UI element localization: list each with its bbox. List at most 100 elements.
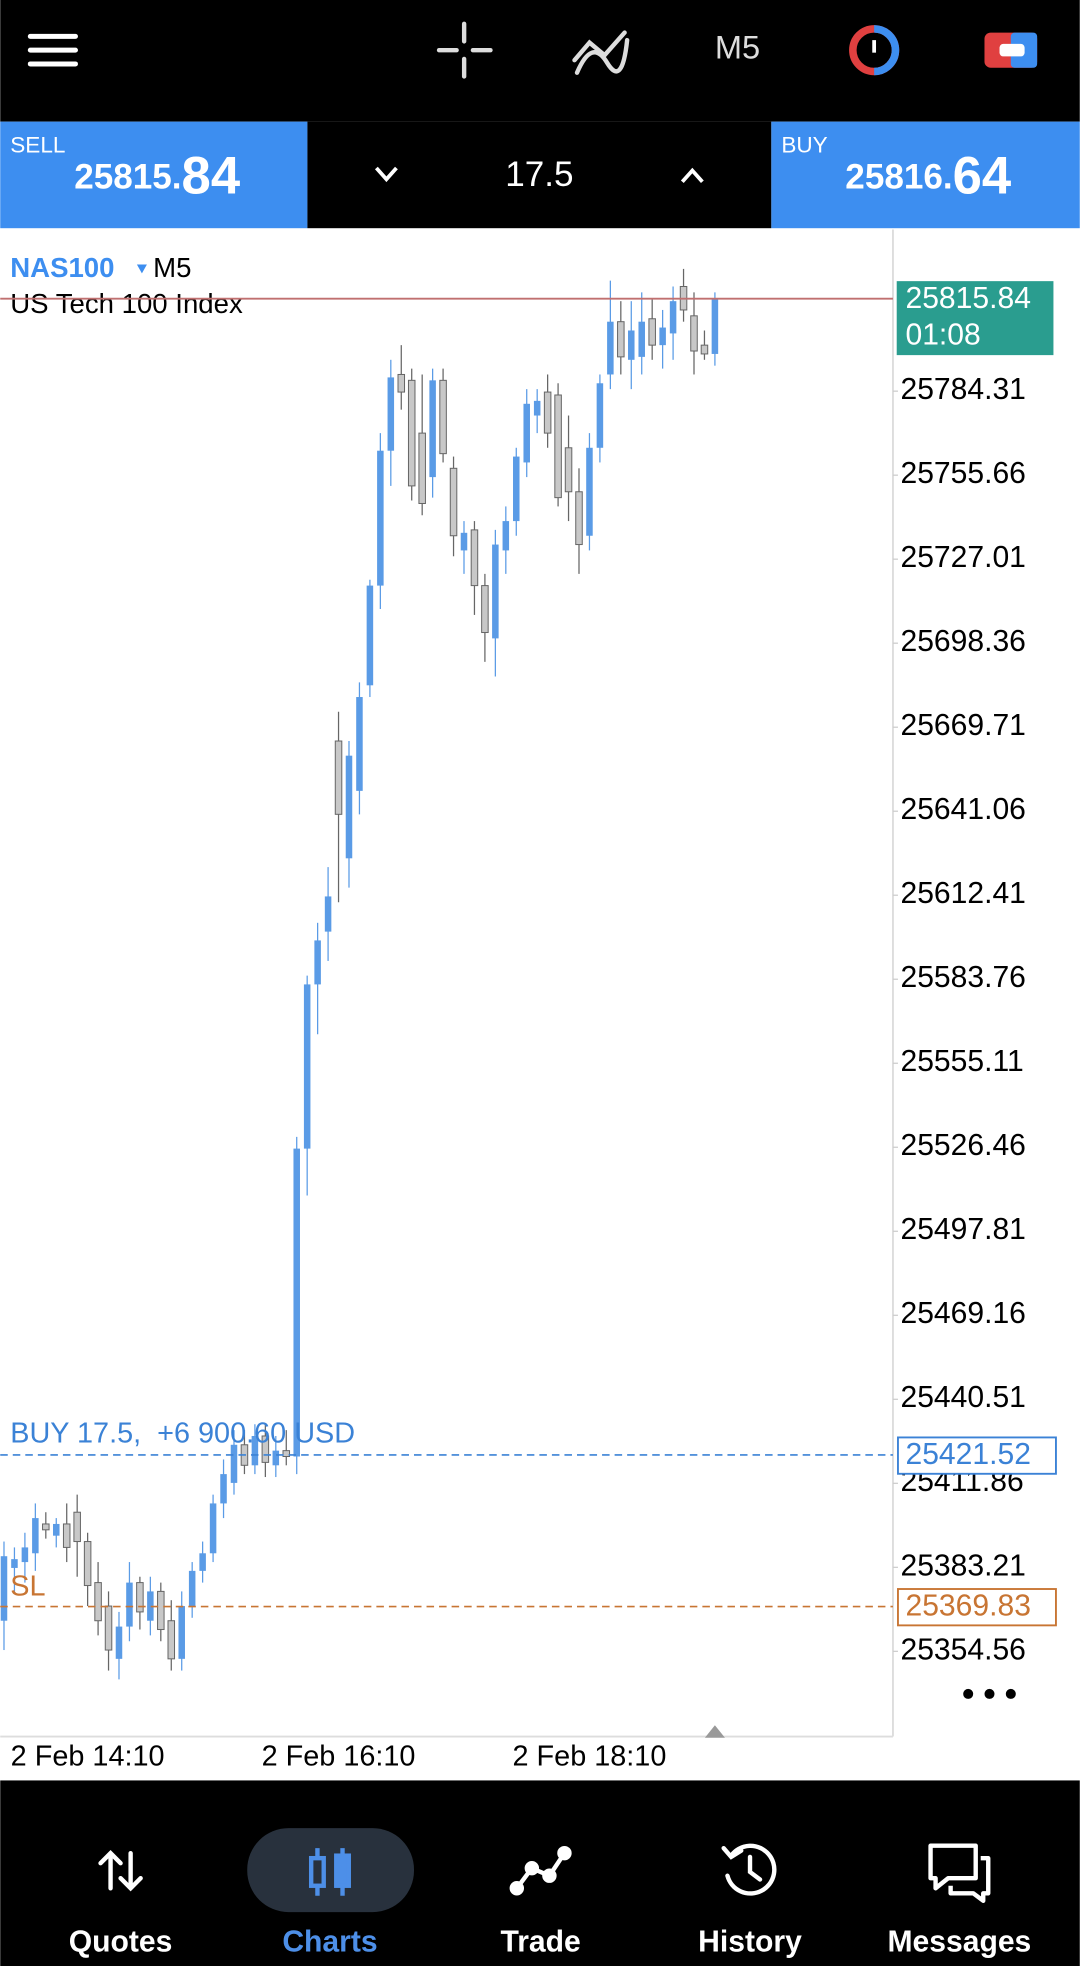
- y-tick-label: 25526.46: [900, 1129, 1025, 1162]
- position-price-label: 25421.52: [905, 1438, 1030, 1471]
- lot-increase-button[interactable]: [680, 167, 704, 184]
- y-tick-label: 25555.11: [900, 1045, 1023, 1078]
- candle-body: [11, 1559, 18, 1568]
- candle-body: [282, 1450, 291, 1458]
- lot-decrease-button[interactable]: [374, 166, 398, 183]
- candle-body: [543, 391, 552, 434]
- trade-toggle-button[interactable]: [984, 32, 1038, 68]
- candle-body: [94, 1582, 102, 1622]
- candle-body: [303, 984, 311, 1149]
- bar-countdown: 01:08: [905, 318, 980, 351]
- buy-label: BUY: [781, 133, 827, 158]
- position-price-tag: [897, 1436, 1057, 1475]
- y-tick-label: 25784.31: [900, 373, 1025, 406]
- candle-body: [659, 327, 666, 346]
- stop-loss-label: SL: [10, 1570, 45, 1602]
- candle-body: [449, 467, 458, 537]
- charts-icon: [308, 1848, 351, 1896]
- candle-body: [345, 755, 353, 859]
- candle-body: [272, 1450, 280, 1466]
- candle-body: [32, 1518, 39, 1554]
- y-tick-label: 25469.16: [900, 1297, 1025, 1330]
- lot-size[interactable]: 17.5: [505, 155, 573, 194]
- messages-icon: [928, 1843, 991, 1903]
- stop-loss-price-tag: [897, 1588, 1057, 1627]
- menu-button[interactable]: [27, 33, 78, 67]
- indicators-button[interactable]: [572, 30, 630, 75]
- symbol-dropdown[interactable]: [136, 264, 147, 274]
- buy-button[interactable]: [771, 121, 1080, 229]
- candles: [0, 268, 719, 1680]
- candle-body: [554, 394, 562, 499]
- sell-price-main: 25815.: [74, 158, 181, 197]
- candle-body: [607, 321, 614, 375]
- candle-body: [157, 1590, 165, 1631]
- candle-body: [356, 697, 363, 791]
- candle-body: [167, 1620, 176, 1660]
- one-click-trading-button[interactable]: [849, 25, 900, 76]
- candle-body: [293, 1148, 300, 1457]
- y-tick-label: 25641.06: [900, 793, 1025, 826]
- more-button[interactable]: [963, 1688, 1016, 1699]
- candle-body: [261, 1435, 270, 1463]
- candle-body: [209, 1503, 217, 1554]
- symbol[interactable]: NAS100: [10, 252, 114, 283]
- candle-body: [21, 1547, 29, 1563]
- x-tick-label: 2 Feb 14:10: [11, 1740, 165, 1772]
- candle-body: [220, 1474, 227, 1504]
- candle-body: [502, 521, 510, 551]
- candle-body: [377, 450, 384, 586]
- candle-body: [83, 1541, 92, 1587]
- y-tick-label: 25383.21: [900, 1549, 1025, 1582]
- candle-body: [700, 344, 709, 355]
- nav-tab[interactable]: Messages: [888, 1925, 1032, 1958]
- y-tick-label: 25698.36: [900, 625, 1025, 658]
- buy-price-main: 25816.: [845, 158, 952, 197]
- chart-shift-marker: [704, 1725, 725, 1738]
- candle-body: [230, 1444, 238, 1483]
- candle-body: [136, 1582, 144, 1613]
- candle-body: [73, 1511, 81, 1543]
- y-tick-label: 25354.56: [900, 1633, 1025, 1666]
- sell-label: SELL: [10, 133, 65, 158]
- y-tick-label: 25669.71: [900, 709, 1025, 742]
- timeframe-button[interactable]: M5: [715, 29, 760, 66]
- sell-price: 25815.84: [74, 146, 240, 205]
- symbol-description: US Tech 100 Index: [10, 288, 243, 319]
- nav-tab[interactable]: Quotes: [69, 1925, 173, 1958]
- x-tick-label: 2 Feb 18:10: [513, 1740, 667, 1772]
- sell-button[interactable]: [0, 121, 308, 229]
- stop-loss-price-label: 25369.83: [905, 1590, 1030, 1623]
- chart-timeframe: M5: [153, 252, 191, 283]
- candle-body: [690, 315, 698, 352]
- candle-body: [533, 400, 541, 416]
- candle-body: [314, 940, 321, 985]
- nav-tab[interactable]: History: [698, 1925, 802, 1958]
- sell-price-big: 84: [182, 146, 241, 205]
- candle-body: [324, 896, 332, 932]
- candle-body: [53, 1523, 60, 1536]
- candle-body: [366, 585, 374, 686]
- candle-body: [439, 379, 447, 455]
- y-tick-label: 25755.66: [900, 457, 1025, 490]
- nav-tab[interactable]: Charts: [282, 1925, 377, 1958]
- candle-body: [334, 740, 343, 815]
- candle-body: [387, 377, 395, 451]
- y-tick-label: 25612.41: [900, 877, 1025, 910]
- candle-body: [711, 298, 719, 354]
- y-tick-label: 25440.51: [900, 1381, 1025, 1414]
- candle-body: [648, 318, 656, 346]
- y-tick-label: 25583.76: [900, 961, 1025, 994]
- crosshair-button[interactable]: [436, 21, 493, 79]
- candle-body: [62, 1523, 71, 1548]
- candle-body: [251, 1435, 259, 1466]
- y-tick-label: 25727.01: [900, 541, 1025, 574]
- buy-price: 25816.64: [845, 146, 1011, 205]
- candle-body: [470, 529, 479, 587]
- candle-body: [460, 532, 468, 551]
- candle-body: [523, 403, 530, 463]
- history-icon: [721, 1843, 777, 1896]
- candle-body: [638, 321, 645, 357]
- nav-tab[interactable]: Trade: [501, 1925, 581, 1958]
